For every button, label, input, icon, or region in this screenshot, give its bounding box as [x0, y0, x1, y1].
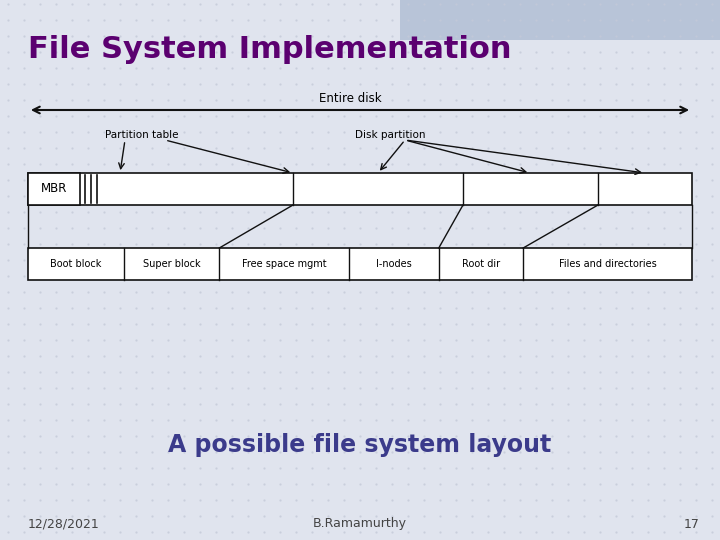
Text: Partition table: Partition table: [105, 130, 179, 140]
Bar: [28, 173, 80, 205]
Text: File System Implementation: File System Implementation: [28, 36, 511, 64]
Text: A possible file system layout: A possible file system layout: [168, 433, 552, 457]
Text: Super block: Super block: [143, 259, 200, 269]
Text: Disk partition: Disk partition: [355, 130, 426, 140]
Text: Free space mgmt: Free space mgmt: [242, 259, 326, 269]
Text: B.Ramamurthy: B.Ramamurthy: [313, 517, 407, 530]
Text: 17: 17: [684, 517, 700, 530]
Bar: [28, 173, 692, 205]
Text: Root dir: Root dir: [462, 259, 500, 269]
Text: I-nodes: I-nodes: [376, 259, 412, 269]
Bar: [28, 248, 692, 280]
Text: Entire disk: Entire disk: [319, 92, 382, 105]
Text: Boot block: Boot block: [50, 259, 102, 269]
Text: MBR: MBR: [41, 183, 67, 195]
Text: 12/28/2021: 12/28/2021: [28, 517, 100, 530]
Text: Files and directories: Files and directories: [559, 259, 657, 269]
FancyBboxPatch shape: [400, 0, 720, 40]
